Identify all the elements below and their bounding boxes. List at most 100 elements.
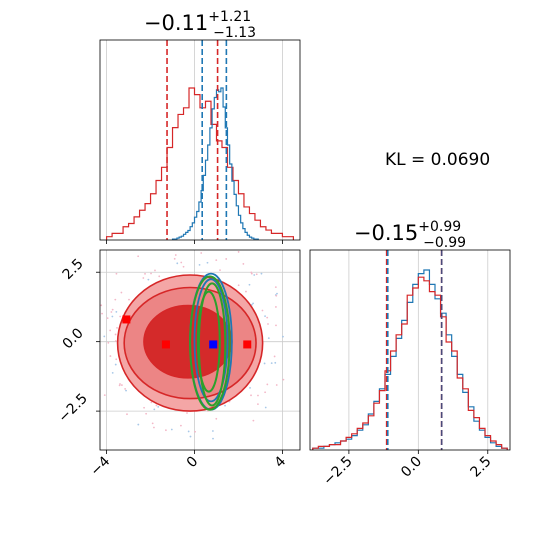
scatter-point bbox=[114, 340, 117, 342]
scatter-point bbox=[176, 262, 179, 265]
scatter-point bbox=[128, 298, 130, 301]
title-sup: +1.21 bbox=[208, 9, 251, 25]
scatter-point bbox=[189, 435, 192, 438]
scatter-point bbox=[198, 264, 201, 266]
scatter-point bbox=[274, 286, 277, 288]
kl-annotation: KL = 0.0690 bbox=[385, 150, 490, 170]
scatter-point bbox=[100, 304, 103, 307]
scatter-point bbox=[194, 430, 196, 433]
scatter-point bbox=[145, 412, 148, 415]
histogram-series bbox=[105, 87, 295, 240]
scatter-point bbox=[215, 417, 218, 420]
scatter-point bbox=[182, 265, 185, 268]
green-contour-level bbox=[189, 275, 231, 411]
square-marker bbox=[209, 340, 218, 349]
scatter-point bbox=[274, 361, 277, 364]
square-marker bbox=[122, 315, 131, 324]
scatter-point bbox=[252, 302, 254, 305]
scatter-point bbox=[111, 371, 114, 374]
scatter-point bbox=[109, 329, 112, 332]
scatter-point bbox=[115, 310, 118, 313]
x-tick-label: 2.5 bbox=[468, 454, 495, 481]
scatter-point bbox=[282, 378, 285, 381]
scatter-point bbox=[264, 315, 266, 318]
scatter-point bbox=[267, 337, 270, 340]
scatter-point bbox=[187, 430, 190, 433]
x-tick-label: −4 bbox=[88, 453, 114, 479]
title-main: −0.15 bbox=[354, 221, 418, 245]
scatter-point bbox=[111, 308, 114, 311]
y-axis-ticks: 2.5 0.0 −2.5 bbox=[55, 256, 100, 426]
scatter-point bbox=[276, 292, 278, 295]
scatter-point bbox=[174, 254, 177, 256]
title-sub: −0.99 bbox=[423, 235, 466, 251]
square-marker bbox=[161, 340, 170, 349]
scatter-point bbox=[266, 316, 269, 319]
scatter-point bbox=[126, 413, 128, 416]
scatter-point bbox=[237, 251, 240, 253]
scatter-point bbox=[158, 275, 161, 278]
x-axis-ticks: −4 0 4 bbox=[88, 450, 289, 479]
scatter-point bbox=[237, 284, 240, 287]
scatter-point bbox=[143, 406, 145, 409]
green-contour-level bbox=[196, 290, 221, 393]
square-marker bbox=[243, 340, 252, 349]
scatter-point bbox=[144, 272, 146, 275]
scatter-point bbox=[120, 384, 123, 386]
scatter-point bbox=[94, 365, 96, 367]
scatter-point bbox=[153, 426, 155, 429]
scatter-point bbox=[115, 358, 118, 361]
scatter-point bbox=[242, 263, 245, 265]
histogram-series bbox=[312, 269, 508, 450]
marginal-histogram-y-panel: −2.5 0.0 2.5 −0.15+0.99 −0.99 bbox=[309, 219, 511, 489]
marginal-histogram-x-panel: −0.11+1.21 −1.13 bbox=[99, 9, 301, 244]
scatter-point bbox=[137, 423, 140, 426]
scatter-point bbox=[156, 247, 158, 249]
scatter-point bbox=[142, 277, 145, 279]
scatter-point bbox=[150, 272, 152, 275]
x-tick-marks bbox=[106, 240, 283, 244]
title-sub: −1.13 bbox=[213, 25, 256, 41]
scatter-point bbox=[155, 404, 158, 407]
scatter-point bbox=[253, 274, 256, 276]
scatter-point bbox=[153, 408, 156, 411]
scatter-point bbox=[273, 355, 276, 358]
scatter-point bbox=[264, 406, 267, 409]
axes-frame bbox=[99, 39, 301, 241]
axes-frame bbox=[309, 249, 511, 451]
scatter-point bbox=[103, 335, 106, 338]
x-tick-label: −2.5 bbox=[320, 454, 355, 489]
scatter-point bbox=[177, 247, 179, 249]
histogram-series-group bbox=[105, 87, 295, 240]
scatter-point bbox=[111, 315, 114, 318]
scatter-point bbox=[154, 269, 156, 272]
scatter-point bbox=[110, 311, 113, 313]
scatter-point bbox=[270, 362, 273, 365]
scatter-point bbox=[201, 245, 203, 247]
scatter-point bbox=[165, 429, 167, 432]
scatter-point bbox=[282, 335, 284, 338]
title-sup: +0.99 bbox=[418, 219, 461, 235]
title-main: −0.11 bbox=[144, 11, 208, 35]
scatter-point bbox=[245, 290, 247, 293]
scatter-point bbox=[255, 273, 258, 276]
scatter-point bbox=[125, 389, 127, 392]
scatter-point bbox=[275, 294, 278, 297]
scatter-point bbox=[157, 405, 160, 408]
scatter-point bbox=[147, 278, 150, 281]
scatter-point bbox=[249, 387, 251, 389]
scatter-point bbox=[170, 428, 173, 431]
scatter-point bbox=[250, 272, 253, 275]
green-contour-level bbox=[197, 282, 227, 407]
x-tick-label: 0.0 bbox=[398, 454, 425, 481]
grid-lines bbox=[106, 40, 283, 240]
scatter-point bbox=[275, 384, 278, 386]
scatter-point bbox=[211, 430, 214, 432]
x-tick-label: 0 bbox=[184, 454, 202, 472]
panel-title: −0.11+1.21 −1.13 bbox=[144, 9, 256, 41]
scatter-point bbox=[224, 404, 226, 407]
marker-group bbox=[122, 315, 252, 349]
scatter-point bbox=[257, 403, 259, 406]
y-tick-label: 0.0 bbox=[60, 325, 87, 352]
contour-group bbox=[94, 245, 285, 440]
